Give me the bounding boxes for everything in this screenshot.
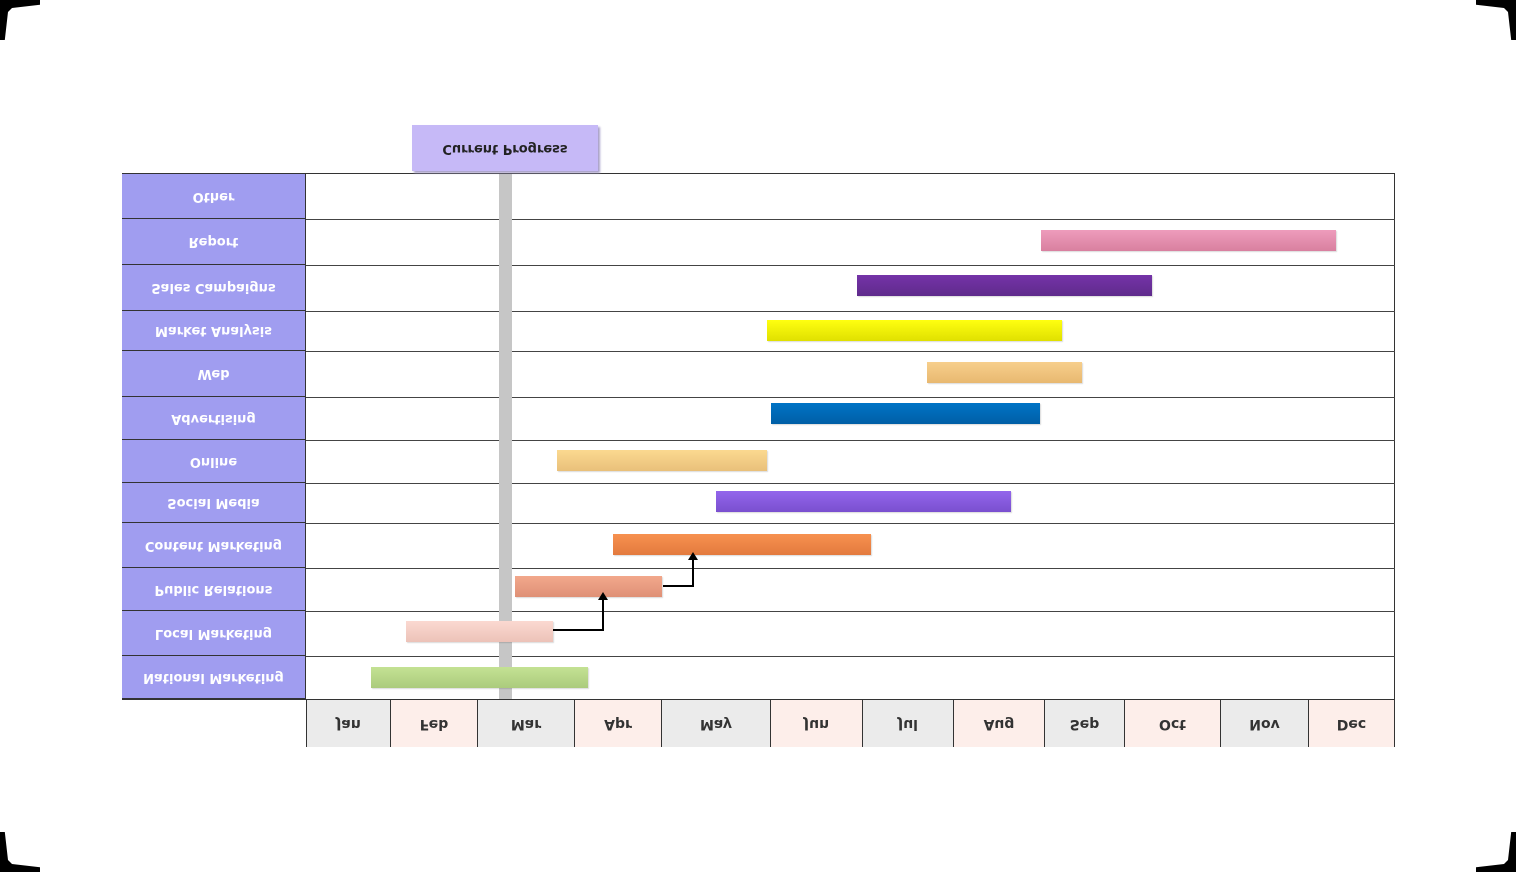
row-divider <box>306 483 1395 484</box>
month-label: Jan <box>336 715 361 732</box>
row-divider <box>306 397 1395 398</box>
bar-advertising <box>771 403 1040 424</box>
month-label: Mar <box>510 715 542 732</box>
dependency-arrow-pr-to-content <box>663 552 698 587</box>
row-divider <box>306 656 1395 657</box>
month-oct: Oct <box>1124 699 1220 747</box>
row-label-content-marketing: Content Marketing <box>122 523 306 568</box>
bar-social-media <box>716 491 1011 512</box>
bar-local-marketing <box>406 621 553 642</box>
row-divider <box>306 351 1395 352</box>
row-label-advertising: Advertising <box>122 397 306 440</box>
bar-market-analysis <box>767 320 1062 341</box>
current-progress-line <box>499 174 512 699</box>
month-jun: Jun <box>770 699 862 747</box>
month-label: Dec <box>1336 715 1367 732</box>
row-label-social-media: Social Media <box>122 483 306 523</box>
row-label-text: Other <box>192 188 235 204</box>
month-nov: Nov <box>1220 699 1308 747</box>
current-progress-label: Current Progress <box>442 140 568 156</box>
bar-report <box>1041 230 1336 251</box>
bar-online <box>557 450 767 471</box>
row-label-web: Web <box>122 351 306 397</box>
row-label-report: Report <box>122 219 306 265</box>
row-divider <box>306 611 1395 612</box>
row-label-text: National Marketing <box>143 669 284 685</box>
bar-content-marketing <box>613 534 871 555</box>
row-label-text: Report <box>188 234 239 249</box>
row-label-text: Market Analysis <box>155 323 272 338</box>
row-label-text: Sales Campaigns <box>151 280 276 295</box>
row-divider <box>306 440 1395 441</box>
row-divider <box>306 265 1395 266</box>
bar-web <box>927 362 1082 383</box>
row-divider <box>306 219 1395 220</box>
row-label-national-marketing: National Marketing <box>122 656 306 699</box>
month-label: Jul <box>898 715 918 732</box>
month-jul: Jul <box>862 699 953 747</box>
month-label: Jun <box>803 715 830 732</box>
row-divider <box>306 311 1395 312</box>
month-aug: Aug <box>953 699 1044 747</box>
row-label-text: Social Media <box>167 495 260 510</box>
row-label-text: Online <box>189 453 238 469</box>
dependency-arrow-local-to-pr <box>553 592 608 631</box>
row-label-market-analysis: Market Analysis <box>122 311 306 351</box>
bar-national-marketing <box>371 667 588 688</box>
month-label: Nov <box>1249 715 1280 732</box>
month-feb: Feb <box>390 699 477 747</box>
row-label-text: Local Marketing <box>154 625 273 641</box>
row-label-online: Online <box>122 440 306 483</box>
month-apr: Apr <box>574 699 661 747</box>
bar-public-relations <box>515 576 662 597</box>
row-label-text: Content Marketing <box>144 537 283 553</box>
month-label: Sep <box>1069 715 1100 732</box>
month-jan: Jan <box>306 699 390 747</box>
month-may: May <box>661 699 770 747</box>
row-label-public-relations: Public Relations <box>122 568 306 611</box>
row-label-text: Public Relations <box>154 581 273 597</box>
row-label-text: Web <box>197 366 230 381</box>
row-label-sales-campaigns: Sales Campaigns <box>122 265 306 311</box>
row-label-local-marketing: Local Marketing <box>122 611 306 656</box>
month-axis-corner <box>122 699 306 747</box>
row-label-text: Advertising <box>171 410 256 426</box>
month-label: May <box>699 715 733 732</box>
current-progress-tag: Current Progress <box>412 125 598 171</box>
month-sep: Sep <box>1044 699 1124 747</box>
row-divider <box>306 568 1395 569</box>
bar-sales-campaigns <box>857 275 1152 296</box>
month-label: Feb <box>419 715 449 732</box>
month-label: Aug <box>983 715 1015 732</box>
row-label-other: Other <box>122 174 306 219</box>
month-dec: Dec <box>1308 699 1395 747</box>
row-divider <box>306 523 1395 524</box>
month-mar: Mar <box>477 699 574 747</box>
month-label: Apr <box>604 715 632 732</box>
month-label: Oct <box>1159 715 1186 732</box>
